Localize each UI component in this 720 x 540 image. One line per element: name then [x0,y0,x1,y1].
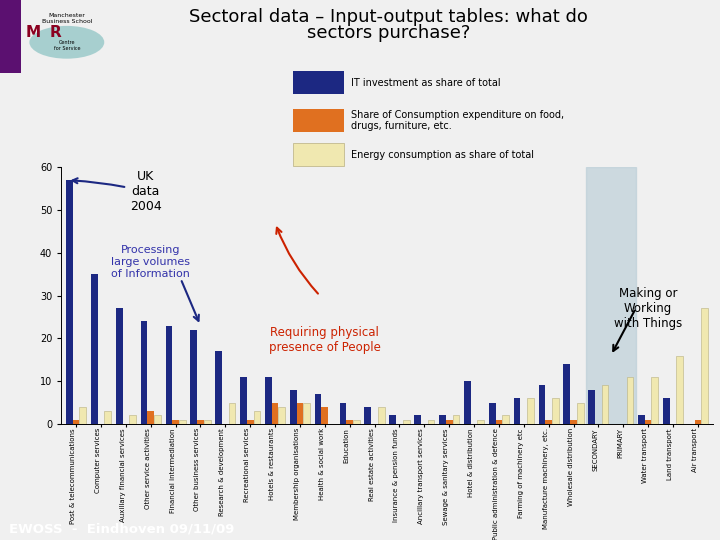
Bar [293,71,344,94]
Bar [564,364,570,424]
Bar [378,407,384,424]
Bar [402,420,410,424]
Bar [340,402,346,424]
Bar [545,420,552,424]
Bar [477,420,484,424]
Bar [0,0,21,73]
Bar [293,109,344,132]
Text: M: M [25,25,40,40]
Bar [247,420,253,424]
Bar [315,394,321,424]
Bar [652,377,658,424]
Bar [116,308,122,424]
Bar [204,420,210,424]
Bar [91,274,98,424]
Text: R: R [50,25,61,40]
Bar [129,415,136,424]
Bar [489,402,495,424]
Bar [513,399,521,424]
Bar [439,415,446,424]
Bar [586,167,636,424]
Bar [527,399,534,424]
Bar [229,402,235,424]
Bar [570,420,577,424]
Bar [364,407,372,424]
Bar [271,402,279,424]
Bar [353,420,360,424]
Ellipse shape [30,26,104,59]
Bar [293,143,344,166]
Text: Centre
for Service: Centre for Service [53,40,80,51]
Bar [626,377,634,424]
Bar [453,415,459,424]
Bar [495,420,503,424]
Bar [265,377,271,424]
Bar [552,399,559,424]
Bar [464,381,471,424]
Text: Sectoral data – Input-output tables: what do: Sectoral data – Input-output tables: wha… [189,8,588,26]
Bar [303,402,310,424]
Bar [215,351,222,424]
Bar [695,420,701,424]
Bar [701,308,708,424]
Bar [166,326,172,424]
Bar [104,411,111,424]
Bar [197,420,204,424]
Bar [172,420,179,424]
Bar [539,386,545,424]
Bar [676,355,683,424]
Text: IT investment as share of total: IT investment as share of total [351,78,500,87]
Text: Making or
Working
with Things: Making or Working with Things [614,287,683,330]
Text: Manchester
Business School: Manchester Business School [42,13,92,24]
Text: Processing
large volumes
of Information: Processing large volumes of Information [111,245,190,279]
Bar [577,402,584,424]
Bar [240,377,247,424]
Bar [390,415,396,424]
Text: Share of Consumption expenditure on food,
drugs, furniture, etc.: Share of Consumption expenditure on food… [351,110,564,131]
Bar [279,407,285,424]
Bar [414,415,421,424]
Text: Energy consumption as share of total: Energy consumption as share of total [351,150,534,160]
Bar [503,415,509,424]
Bar [428,420,434,424]
Bar [154,415,161,424]
Bar [645,420,652,424]
Bar [297,402,303,424]
Bar [588,390,595,424]
Text: UK
data
2004: UK data 2004 [73,170,161,213]
Bar [253,411,261,424]
Bar [73,420,79,424]
Bar [290,390,297,424]
Bar [602,386,608,424]
Bar [663,399,670,424]
Bar [190,330,197,424]
Text: Requiring physical
presence of People: Requiring physical presence of People [269,326,381,354]
Bar [79,407,86,424]
Bar [66,180,73,424]
Bar [140,321,148,424]
Text: sectors purchase?: sectors purchase? [307,24,470,42]
Text: EWOSS  -  Eindhoven 09/11/09: EWOSS - Eindhoven 09/11/09 [9,522,235,535]
Bar [346,420,353,424]
Bar [638,415,645,424]
Bar [148,411,154,424]
Bar [179,420,186,424]
Bar [446,420,453,424]
Bar [321,407,328,424]
